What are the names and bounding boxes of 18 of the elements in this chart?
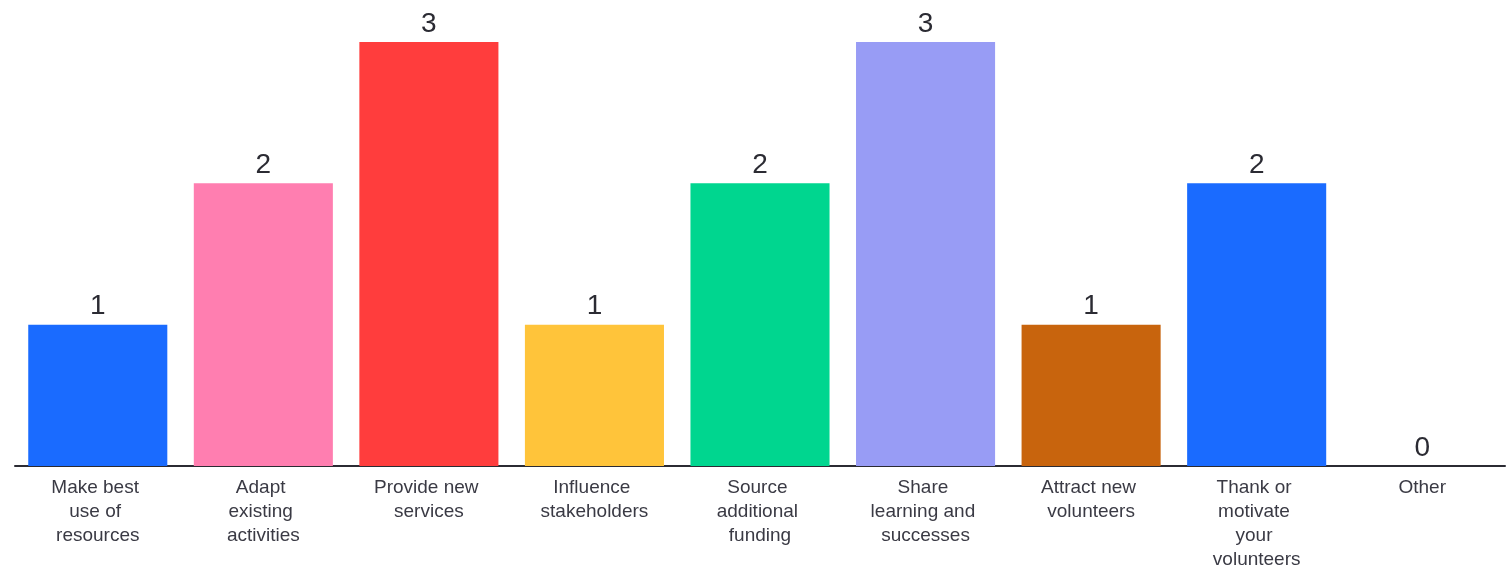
data-label: 2 <box>255 147 272 179</box>
x-tick-label: Influence stakeholders <box>540 475 649 521</box>
x-tick-label: Share learning and successes <box>870 475 981 545</box>
x-tick-label: Provide new services <box>373 475 484 521</box>
data-label: 2 <box>752 147 768 179</box>
x-tick-label: Attract new volunteers <box>1040 475 1142 521</box>
data-label: 3 <box>421 6 437 38</box>
x-tick-label: Make best use of resources <box>51 475 145 545</box>
data-label: 3 <box>917 6 934 38</box>
x-tick-label: Other <box>1398 475 1447 497</box>
x-tick-label: Adapt existing activities <box>226 475 300 545</box>
data-label: 1 <box>1083 289 1099 321</box>
x-tick-label: Thank or motivate your volunteers <box>1212 475 1301 569</box>
data-label: 1 <box>89 289 106 321</box>
data-label: 2 <box>1248 147 1265 179</box>
data-label: 0 <box>1414 430 1431 462</box>
x-tick-label: Source additional funding <box>716 475 804 545</box>
data-label: 1 <box>586 289 603 321</box>
